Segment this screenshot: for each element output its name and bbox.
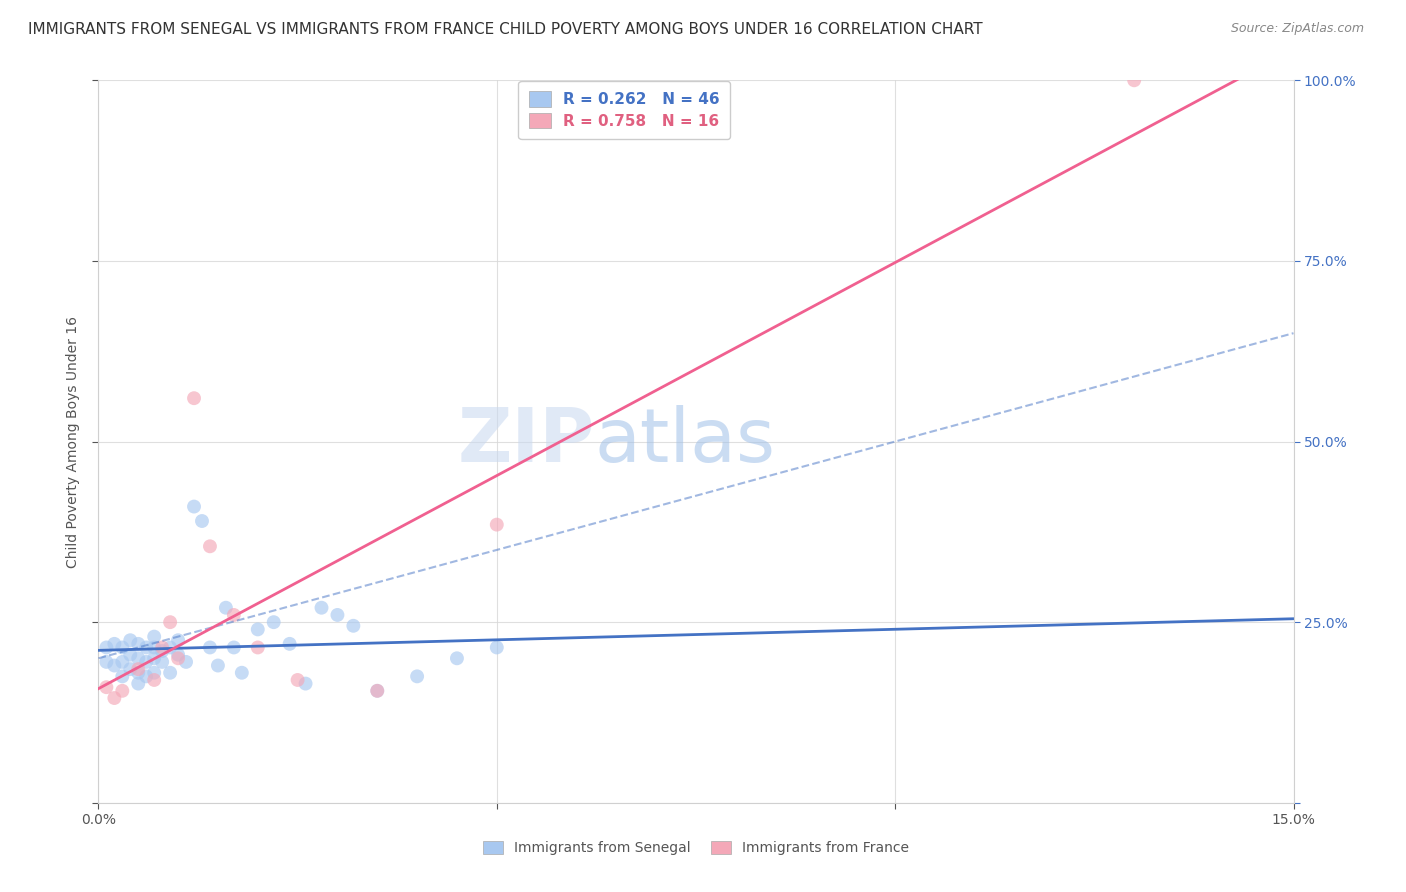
Point (183, 500, 205, 514)
Point (263, 615, 285, 630)
Point (294, 676, 316, 690)
Point (183, 391, 205, 405)
Point (222, 607, 245, 622)
Point (198, 640, 221, 655)
Point (120, 633, 142, 648)
Point (143, 630, 166, 644)
Y-axis label: Child Poverty Among Boys Under 16: Child Poverty Among Boys Under 16 (66, 316, 80, 567)
Point (326, 607, 349, 622)
Point (287, 673, 309, 687)
Point (366, 683, 388, 698)
Point (174, 655, 197, 669)
Point (159, 640, 181, 655)
Text: atlas: atlas (595, 405, 775, 478)
Point (150, 655, 173, 669)
Point (120, 662, 142, 676)
Point (191, 514, 214, 528)
Point (150, 644, 173, 658)
Point (111, 683, 134, 698)
Point (1123, 73, 1146, 87)
Point (143, 665, 166, 680)
Point (143, 673, 166, 687)
Point (120, 648, 142, 662)
Point (127, 676, 149, 690)
Point (167, 651, 190, 665)
Point (207, 658, 229, 673)
Point (215, 600, 238, 615)
Point (167, 648, 190, 662)
Point (278, 637, 301, 651)
Point (111, 640, 134, 655)
Point (103, 691, 125, 706)
Point (246, 640, 269, 655)
Text: IMMIGRANTS FROM SENEGAL VS IMMIGRANTS FROM FRANCE CHILD POVERTY AMONG BOYS UNDER: IMMIGRANTS FROM SENEGAL VS IMMIGRANTS FR… (28, 22, 983, 37)
Point (111, 655, 134, 669)
Point (135, 640, 157, 655)
Point (222, 640, 245, 655)
Point (150, 640, 173, 655)
Point (96, 655, 118, 669)
Point (406, 669, 429, 683)
Point (135, 655, 157, 669)
Point (159, 665, 181, 680)
Point (311, 600, 333, 615)
Point (127, 637, 149, 651)
Point (127, 665, 149, 680)
Point (127, 662, 149, 676)
Point (127, 651, 149, 665)
Point (159, 615, 181, 630)
Point (111, 669, 134, 683)
Point (342, 619, 364, 633)
Point (96, 640, 118, 655)
Point (143, 640, 166, 655)
Point (143, 651, 166, 665)
Point (231, 665, 253, 680)
Point (246, 623, 269, 637)
Legend: Immigrants from Senegal, Immigrants from France: Immigrants from Senegal, Immigrants from… (478, 836, 914, 861)
Point (366, 683, 388, 698)
Point (135, 669, 157, 683)
Point (446, 651, 468, 665)
Point (103, 658, 125, 673)
Point (167, 633, 190, 648)
Point (198, 539, 221, 553)
Point (103, 637, 125, 651)
Point (485, 640, 508, 655)
Point (485, 517, 508, 532)
Text: ZIP: ZIP (457, 405, 595, 478)
Text: Source: ZipAtlas.com: Source: ZipAtlas.com (1230, 22, 1364, 36)
Point (96, 680, 118, 694)
